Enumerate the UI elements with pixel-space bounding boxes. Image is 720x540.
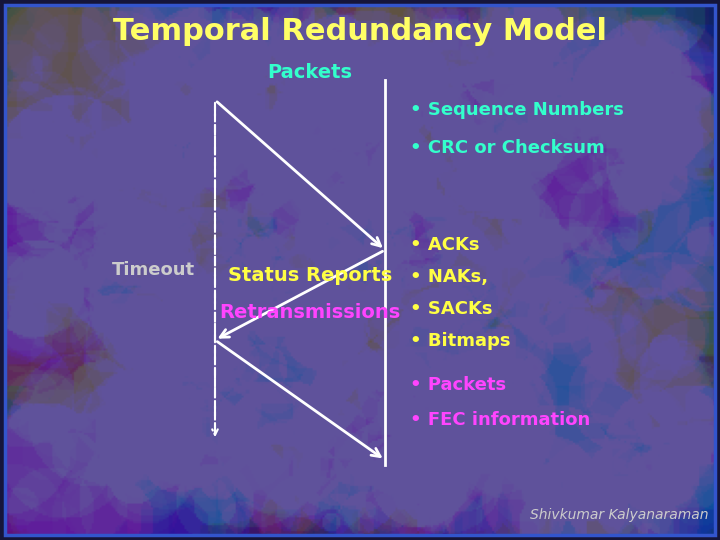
Text: • Bitmaps: • Bitmaps: [410, 332, 510, 350]
Text: Shivkumar Kalyanaraman: Shivkumar Kalyanaraman: [529, 508, 708, 522]
Text: • FEC information: • FEC information: [410, 411, 590, 429]
Text: • CRC or Checksum: • CRC or Checksum: [410, 139, 605, 157]
Text: Packets: Packets: [268, 63, 353, 82]
Text: Temporal Redundancy Model: Temporal Redundancy Model: [113, 17, 607, 46]
Text: • SACKs: • SACKs: [410, 300, 492, 318]
Text: Retransmissions: Retransmissions: [220, 303, 400, 322]
Text: • NAKs,: • NAKs,: [410, 268, 488, 286]
Text: • Packets: • Packets: [410, 376, 506, 394]
Text: • Sequence Numbers: • Sequence Numbers: [410, 101, 624, 119]
Text: Timeout: Timeout: [112, 261, 195, 279]
Text: • ACKs: • ACKs: [410, 236, 480, 254]
Text: Status Reports: Status Reports: [228, 266, 392, 285]
